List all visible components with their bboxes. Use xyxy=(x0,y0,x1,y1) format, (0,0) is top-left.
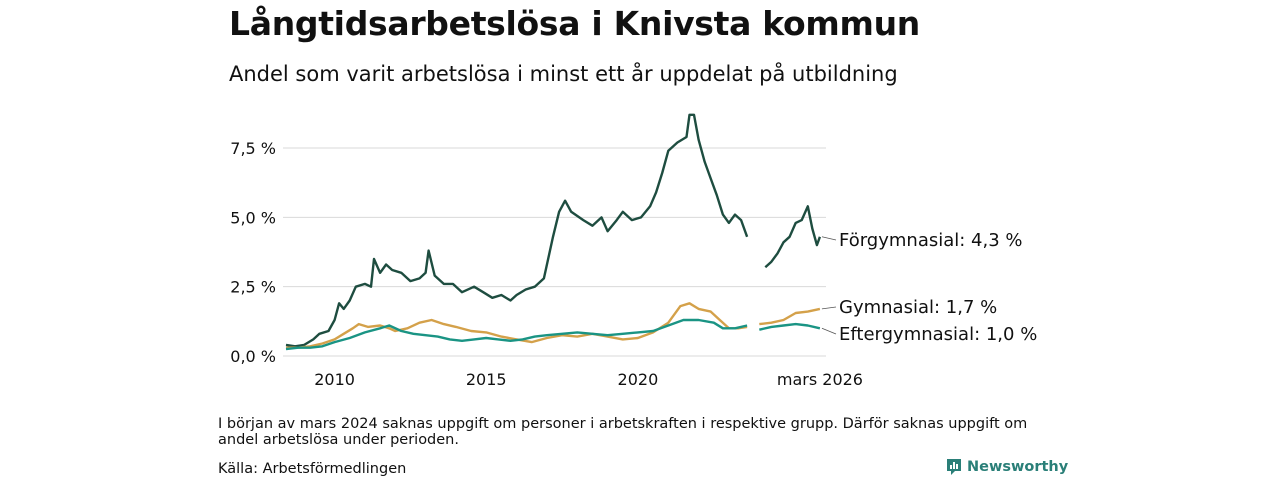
series-end-label-gymnasial: Gymnasial: 1,7 % xyxy=(839,297,997,318)
series-line-gymnasial xyxy=(286,302,821,349)
series-end-label-förgymnasial: Förgymnasial: 4,3 % xyxy=(839,230,1023,251)
y-tick-label-2: 5,0 % xyxy=(230,208,276,227)
y-tick-label-1: 2,5 % xyxy=(230,278,276,297)
chart-subtitle: Andel som varit arbetslösa i minst ett å… xyxy=(229,62,898,86)
y-axis-labels: 0,0 % 2,5 % 5,0 % 7,5 % xyxy=(230,139,276,366)
y-tick-label-0: 0,0 % xyxy=(230,347,276,366)
x-tick-label-2: 2020 xyxy=(618,370,659,389)
line-chart: 0,0 % 2,5 % 5,0 % 7,5 % 2010 2015 2020 mars 20… xyxy=(230,113,1037,389)
x-tick-label-0: 2010 xyxy=(314,370,355,389)
series-end-labels: Förgymnasial: 4,3 % Gymnasial: 1,7 % Efter… xyxy=(821,230,1037,345)
x-tick-label-1: 2015 xyxy=(466,370,507,389)
grid-lines xyxy=(283,147,826,357)
y-tick-label-3: 7,5 % xyxy=(230,139,276,158)
brand-name: Newsworthy xyxy=(967,459,1069,475)
series-line-förgymnasial xyxy=(285,113,822,348)
label-connector-1 xyxy=(821,306,837,310)
series-end-label-eftergymnasial: Eftergymnasial: 1,0 % xyxy=(839,324,1037,345)
x-axis-labels: 2010 2015 2020 mars 2026 xyxy=(314,370,863,389)
brand-logo: Newsworthy xyxy=(946,458,1068,476)
newsworthy-logo-icon xyxy=(947,459,961,475)
label-connector-2 xyxy=(821,327,837,335)
source-text: Källa: Arbetsförmedlingen xyxy=(218,461,407,477)
label-connector-0 xyxy=(821,236,837,241)
x-tick-label-3: mars 2026 xyxy=(777,370,863,389)
footnote: I början av mars 2024 saknas uppgift om … xyxy=(218,416,1028,448)
series-lines xyxy=(285,113,822,351)
chart-title: Långtidsarbetslösa i Knivsta kommun xyxy=(229,4,920,43)
series-line-eftergymnasial xyxy=(285,318,821,351)
